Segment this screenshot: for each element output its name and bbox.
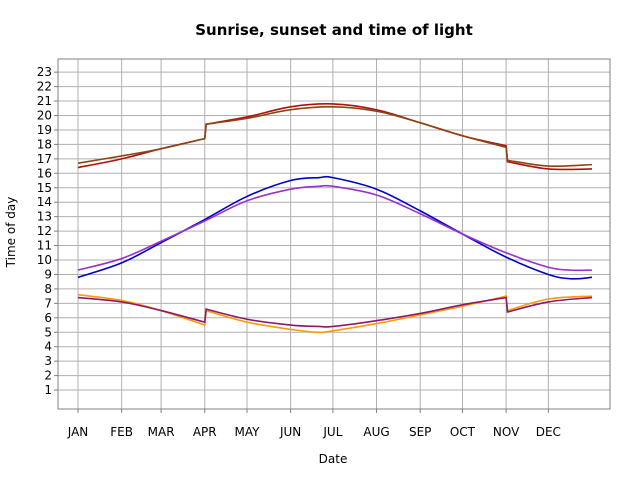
series-line-sunset-b xyxy=(77,106,593,168)
plot-frame xyxy=(57,58,611,410)
y-tick-label: 10 xyxy=(37,253,52,267)
series-line-time-of-light-b xyxy=(77,184,593,272)
y-tick-label: 5 xyxy=(44,325,52,339)
y-tick-label: 4 xyxy=(44,340,52,354)
y-tick-label: 19 xyxy=(37,123,52,137)
x-tick-label: SEP xyxy=(409,425,431,439)
y-tick-label: 9 xyxy=(44,267,52,281)
y-tick-label: 17 xyxy=(37,152,52,166)
x-tick-label: JUL xyxy=(322,425,342,439)
y-tick-label: 13 xyxy=(37,210,52,224)
chart-title: Sunrise, sunset and time of light xyxy=(195,21,473,39)
x-axis-ticks: JAN FEB MAR APR MAY JUN JUL AUG SEP OCT NOV DEC xyxy=(67,409,561,439)
y-tick-label: 2 xyxy=(44,369,52,383)
x-tick-label: APR xyxy=(193,425,217,439)
y-tick-label: 1 xyxy=(44,383,52,397)
x-tick-label: MAY xyxy=(235,425,261,439)
y-tick-label: 18 xyxy=(37,137,52,151)
y-tick-label: 8 xyxy=(44,282,52,296)
y-tick-label: 16 xyxy=(37,166,52,180)
y-tick-label: 6 xyxy=(44,311,52,325)
y-tick-label: 20 xyxy=(37,109,52,123)
x-tick-label: OCT xyxy=(450,425,476,439)
x-tick-label: NOV xyxy=(493,425,520,439)
x-tick-label: JAN xyxy=(67,425,89,439)
series-line-sunrise-b xyxy=(77,296,593,328)
y-tick-label: 7 xyxy=(44,296,52,310)
x-tick-label: DEC xyxy=(536,425,561,439)
series-group xyxy=(77,103,593,334)
x-axis-label: Date xyxy=(319,452,348,466)
y-tick-label: 14 xyxy=(37,195,52,209)
x-tick-label: MAR xyxy=(148,425,175,439)
y-tick-label: 22 xyxy=(37,80,52,94)
x-tick-label: JUN xyxy=(279,425,301,439)
x-tick-label: FEB xyxy=(110,425,133,439)
y-tick-label: 11 xyxy=(37,239,52,253)
y-tick-label: 3 xyxy=(44,354,52,368)
grid xyxy=(58,59,610,409)
x-tick-label: AUG xyxy=(363,425,389,439)
y-axis-label: Time of day xyxy=(4,197,18,269)
y-tick-label: 23 xyxy=(37,65,52,79)
y-tick-label: 15 xyxy=(37,181,52,195)
y-tick-label: 21 xyxy=(37,94,52,108)
y-tick-label: 12 xyxy=(37,224,52,238)
